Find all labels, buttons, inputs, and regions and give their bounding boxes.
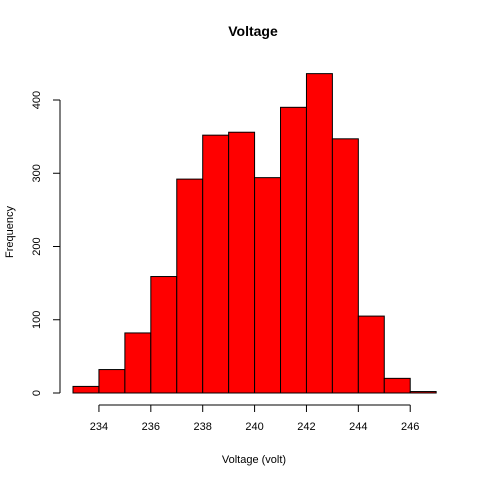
histogram-bar (202, 134, 230, 394)
y-tick-label: 400 (31, 91, 43, 109)
histogram-bar (254, 177, 282, 394)
y-axis-label: Frequency (4, 206, 16, 258)
histogram-bar (305, 73, 333, 394)
x-tick-label: 236 (142, 421, 160, 433)
histogram-bar (72, 385, 100, 394)
y-tick-label: 0 (31, 390, 43, 396)
histogram-bar (331, 138, 359, 394)
x-tick-label: 238 (194, 421, 212, 433)
y-tick-label: 200 (31, 237, 43, 255)
y-tick-label: 100 (31, 311, 43, 329)
y-axis: 0 100 200 300 400 (31, 91, 61, 396)
histogram-bar (124, 332, 152, 394)
x-tick-label: 246 (401, 421, 419, 433)
x-tick-label: 240 (245, 421, 263, 433)
chart-title: Voltage (228, 23, 278, 39)
x-tick-label: 234 (90, 421, 108, 433)
x-axis-label: Voltage (volt) (222, 454, 286, 466)
histogram-bar (280, 106, 307, 394)
histogram-bar (383, 377, 411, 394)
bars-group (72, 73, 437, 394)
histogram-bar (228, 131, 256, 394)
x-axis: 234 236 238 240 242 244 246 (90, 404, 419, 433)
histogram-bar (98, 369, 126, 394)
histogram-bar (176, 178, 204, 394)
x-tick-label: 242 (297, 421, 315, 433)
y-tick-label: 300 (31, 164, 43, 182)
x-tick-label: 244 (349, 421, 367, 433)
histogram-bar (357, 315, 385, 394)
histogram-bar (409, 391, 437, 394)
histogram-bar (150, 276, 178, 394)
